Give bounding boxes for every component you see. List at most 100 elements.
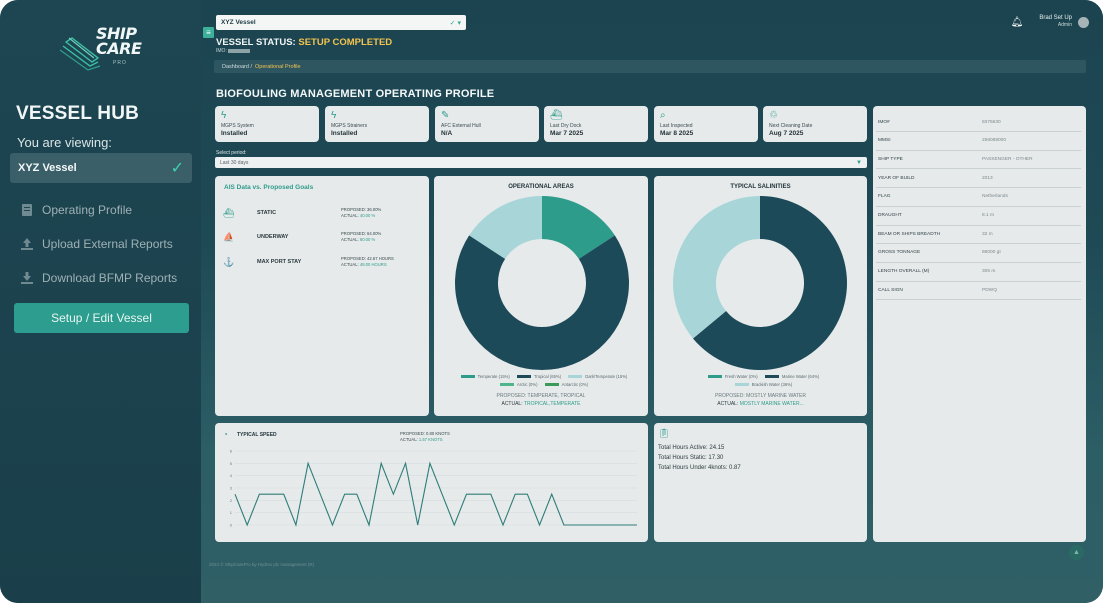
info-value: 86000 gt [982,250,1001,256]
y-tick-label: 6 [230,449,233,454]
typical-speed-card: ◔ TYPICAL SPEED PROPOSED: 0.80 KNOTS ACT… [215,423,648,542]
kpi-card-next-cleaning: ♲ Next Cleaning Date Aug 7 2025 [763,106,867,142]
ship-underway-icon: ⛵ [223,232,235,242]
bell-icon[interactable]: 🔔︎ [1010,16,1024,28]
bolt-icon: ϟ [221,110,227,121]
ais-card: AIS Data vs. Proposed Goals ⛴ STATIC PRO… [215,176,429,416]
info-value: 8.1 m [982,213,994,218]
setup-edit-vessel-button[interactable]: Setup / Edit Vessel [14,303,189,333]
user-role: Admin [1057,22,1072,28]
y-tick-label: 5 [230,461,233,466]
vessel-info-panel: IMO# 9375630 MMSI 256088000 SHIP TYPE PASSENG… [873,106,1086,542]
y-tick-label: 3 [230,486,233,491]
info-value: Netherlands [982,194,1008,200]
ais-title: AIS Data vs. Proposed Goals [224,184,314,191]
chart-legend-row2: Brackish Water (36%) [654,382,867,387]
info-key: DRAUGHT [878,213,902,218]
donut-slice-brackish-water [673,196,760,339]
sidebar-item-label: Operating Profile [42,203,133,217]
sidebar-item-label: Upload External Reports [42,237,173,251]
hours-card: 📋︎ Total Hours Active: 24.15 Total Hours… [654,423,867,542]
y-tick-label: 0 [230,523,233,528]
chevron-down-icon: ▼ [856,159,862,166]
book-logo-icon [59,37,101,71]
info-key: MMSI [878,138,891,144]
sidebar: SHIP CARE PRO VESSEL HUB You are viewing:… [0,0,201,603]
avatar[interactable] [1078,16,1089,28]
info-row: YEAR OF BUILD 2013 [876,169,1081,189]
viewing-label: You are viewing: [17,135,112,150]
scroll-top-icon[interactable]: ▲ [1069,545,1084,560]
info-row: SHIP TYPE PASSENGER - OTHER [876,150,1081,170]
info-key: YEAR OF BUILD [878,175,915,181]
kpi-card-last-inspected: ⌕ Last Inspected Mar 8 2025 [654,106,758,142]
upload-icon [21,238,33,250]
user-menu[interactable]: 🔔︎ Brad Set Up Admin [1011,15,1089,29]
ship-static-icon: ⛴ [223,208,235,218]
info-row: MMSI 256088000 [876,132,1081,151]
period-select[interactable]: Last 30 days ▼ [215,157,867,168]
info-row: GROSS TONNAGE 86000 gt [876,244,1081,263]
vessel-select[interactable]: XYZ Vessel ✓ ▾ [216,15,466,30]
chart-legend: Fresh Water (0%) Marine Water (64%) [654,374,867,379]
salinities-card: TYPICAL SALINITIES Fresh Water (0%) Mari… [654,176,867,416]
main-content: ≡ XYZ Vessel ✓ ▾ VESSEL STATUS: SETUP CO… [201,0,1103,603]
proposed-line: PROPOSED: MOSTLY MARINE WATER [715,393,806,399]
info-row: IMO# 9375630 [876,113,1081,132]
kpi-card-mgps-system: ϟ MGPS System Installed [215,106,319,142]
period-label: Select period: [216,150,247,156]
breadcrumb: Dashboard / Operational Profile [214,60,1086,73]
search-icon: ⌕ [660,110,666,121]
brand-logo: SHIP CARE [96,24,142,58]
y-tick-label: 4 [230,473,233,478]
sidebar-item-download-reports[interactable]: Download BFMP Reports [20,271,177,285]
footer-text: 2024 © ShipCarePro by Hydrex plc managem… [209,562,315,567]
y-tick-label: 1 [230,510,233,515]
gauge-icon: ◔ [223,430,228,439]
typical-speed-line-chart: 0 1 2 3 4 5 6 [230,449,637,528]
info-key: LENGTH OVERALL (M) [878,269,930,275]
kpi-card-mgps-strainers: ϟ MGPS Strainers Installed [325,106,429,142]
chart-title: OPERATIONAL AREAS [508,184,574,190]
kpi-card-afc-hull: ✎ AFC External Hull N/A [435,106,539,142]
info-value: 256088000 [982,138,1007,144]
breadcrumb-current: Operational Profile [254,63,301,70]
info-key: IMO# [878,119,890,125]
actual-line: ACTUAL: MOSTLY MARINE WATER... [717,401,804,407]
hours-active: Total Hours Active: 24.15 [658,445,725,451]
info-key: GROSS TONNAGE [878,250,921,256]
donut-slice-dark-temperate [469,196,542,259]
info-row: FLAG Netherlands [876,188,1081,207]
clipboard-icon: 📋︎ [658,428,670,438]
donut-slice-temperate [542,196,615,259]
chart-title: TYPICAL SALINITIES [730,184,791,190]
vessel-status: VESSEL STATUS: SETUP COMPLETED [216,37,393,48]
operational-areas-donut [455,196,629,370]
chevron-down-icon: ✓ ▾ [449,19,461,27]
current-vessel-name: XYZ Vessel [18,162,77,174]
menu-toggle-icon[interactable]: ≡ [203,27,214,38]
ais-row-static: ⛴ STATIC PROPOSED: 36.00% ACTUAL: 40.00 … [223,207,382,218]
y-tick-label: 2 [230,498,233,503]
info-value: 305 m [982,269,996,275]
bolt-icon: ϟ [331,110,337,121]
info-value: 9375630 [982,119,1001,125]
info-key: BEAM OR SHIPS BREADTH [878,231,941,237]
brand-sub: PRO [113,60,127,66]
sidebar-item-operating-profile[interactable]: Operating Profile [20,203,132,217]
sidebar-item-upload-reports[interactable]: Upload External Reports [20,237,173,251]
breadcrumb-root[interactable]: Dashboard [222,63,249,70]
current-vessel-pill[interactable]: XYZ Vessel ✓ [10,153,192,183]
paint-brush-icon: ✎ [441,110,450,121]
document-icon [22,204,32,216]
speed-proposed: PROPOSED: 0.80 KNOTS [400,431,450,436]
info-row: DRAUGHT 8.1 m [876,207,1081,226]
cleaning-icon: ♲ [769,110,778,121]
imo-line: IMO: [216,48,251,54]
info-row: CALL SIGN PDWQ [876,281,1081,301]
donut-slice-marine-water [692,196,847,370]
actual-line: ACTUAL: TROPICAL,TEMPERATE [501,401,581,407]
info-row: LENGTH OVERALL (M) 305 m [876,263,1081,282]
status-value: SETUP COMPLETED [298,37,393,48]
proposed-line: PROPOSED: TEMPERATE, TROPICAL [496,393,586,399]
